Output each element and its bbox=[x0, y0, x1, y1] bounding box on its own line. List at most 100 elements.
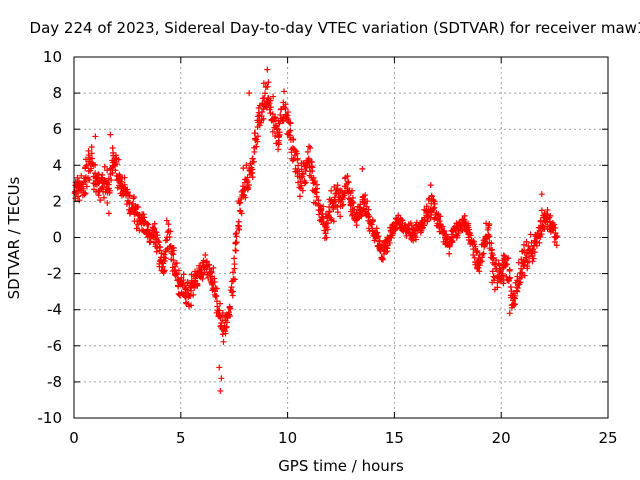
data-point bbox=[441, 228, 448, 235]
data-point bbox=[248, 169, 255, 176]
data-point bbox=[297, 178, 304, 185]
data-point bbox=[82, 190, 89, 197]
data-point bbox=[312, 200, 319, 207]
data-point bbox=[315, 197, 322, 204]
data-point bbox=[89, 155, 96, 162]
data-point bbox=[526, 253, 533, 260]
data-point bbox=[366, 213, 373, 220]
data-point bbox=[491, 261, 498, 268]
data-point bbox=[476, 268, 483, 275]
data-point bbox=[170, 257, 177, 264]
data-point bbox=[275, 146, 282, 153]
data-points bbox=[71, 66, 561, 394]
data-point bbox=[267, 104, 274, 111]
data-point bbox=[104, 199, 111, 206]
data-point bbox=[151, 220, 158, 227]
data-point bbox=[287, 120, 294, 127]
data-point bbox=[153, 229, 160, 236]
data-point bbox=[140, 211, 147, 218]
data-point bbox=[208, 268, 215, 275]
data-point bbox=[399, 217, 406, 224]
data-point bbox=[424, 218, 431, 225]
data-point bbox=[507, 284, 514, 291]
data-point bbox=[520, 241, 527, 248]
data-point bbox=[308, 159, 315, 166]
data-point bbox=[431, 198, 438, 205]
data-point bbox=[165, 221, 172, 228]
data-point bbox=[275, 133, 282, 140]
data-point bbox=[412, 236, 419, 243]
data-point bbox=[330, 218, 337, 225]
data-point-outlier bbox=[538, 191, 545, 198]
data-point bbox=[233, 233, 240, 240]
data-point bbox=[250, 158, 257, 165]
data-point bbox=[302, 179, 309, 186]
data-point bbox=[505, 255, 512, 262]
data-point-outlier bbox=[359, 165, 366, 172]
data-point bbox=[231, 255, 238, 262]
x-tick-label: 20 bbox=[492, 429, 511, 447]
data-point bbox=[254, 133, 261, 140]
data-point bbox=[386, 239, 393, 246]
y-tick-label: 0 bbox=[52, 229, 62, 247]
data-point bbox=[230, 269, 237, 276]
data-point bbox=[231, 265, 238, 272]
data-point bbox=[377, 246, 384, 253]
data-point bbox=[267, 97, 274, 104]
data-point bbox=[147, 238, 154, 245]
data-point bbox=[208, 280, 215, 287]
data-point bbox=[199, 275, 206, 282]
data-point bbox=[396, 221, 403, 228]
data-point bbox=[521, 272, 528, 279]
data-point bbox=[301, 180, 308, 187]
data-point bbox=[86, 176, 93, 183]
data-point bbox=[254, 138, 261, 145]
data-point-outlier bbox=[92, 133, 99, 140]
data-point bbox=[115, 156, 122, 163]
data-point bbox=[349, 194, 356, 201]
data-point bbox=[170, 247, 177, 254]
data-point bbox=[369, 216, 376, 223]
data-point bbox=[504, 261, 511, 268]
data-point bbox=[144, 226, 151, 233]
data-point-outlier bbox=[218, 375, 225, 382]
data-point bbox=[310, 174, 317, 181]
data-point bbox=[358, 213, 365, 220]
x-axis-label: GPS time / hours bbox=[278, 457, 404, 475]
data-point bbox=[191, 284, 198, 291]
data-point bbox=[334, 204, 341, 211]
data-point bbox=[88, 165, 95, 172]
data-point-outlier bbox=[217, 387, 224, 394]
data-point bbox=[485, 233, 492, 240]
data-point bbox=[236, 226, 243, 233]
data-point bbox=[212, 285, 219, 292]
data-point bbox=[334, 209, 341, 216]
data-point bbox=[538, 231, 545, 238]
y-tick-label: 2 bbox=[52, 192, 62, 210]
data-point bbox=[231, 276, 238, 283]
data-point bbox=[270, 93, 277, 100]
data-point bbox=[249, 174, 256, 181]
data-point bbox=[299, 187, 306, 194]
data-point bbox=[322, 221, 329, 228]
data-point bbox=[88, 150, 95, 157]
data-point bbox=[290, 136, 297, 143]
data-point bbox=[478, 258, 485, 265]
data-point bbox=[523, 238, 530, 245]
y-tick-label: 6 bbox=[52, 120, 62, 138]
data-point bbox=[340, 201, 347, 208]
data-point bbox=[321, 227, 328, 234]
data-point bbox=[237, 199, 244, 206]
data-point bbox=[161, 258, 168, 265]
data-point bbox=[480, 250, 487, 257]
data-point bbox=[79, 185, 86, 192]
data-point bbox=[430, 205, 437, 212]
y-tick-label: 4 bbox=[52, 156, 62, 174]
data-point bbox=[135, 203, 142, 210]
data-point bbox=[124, 186, 131, 193]
y-tick-label: 10 bbox=[43, 48, 62, 66]
data-point bbox=[145, 221, 152, 228]
data-point bbox=[496, 262, 503, 269]
data-point bbox=[506, 266, 513, 273]
data-point bbox=[500, 252, 507, 259]
